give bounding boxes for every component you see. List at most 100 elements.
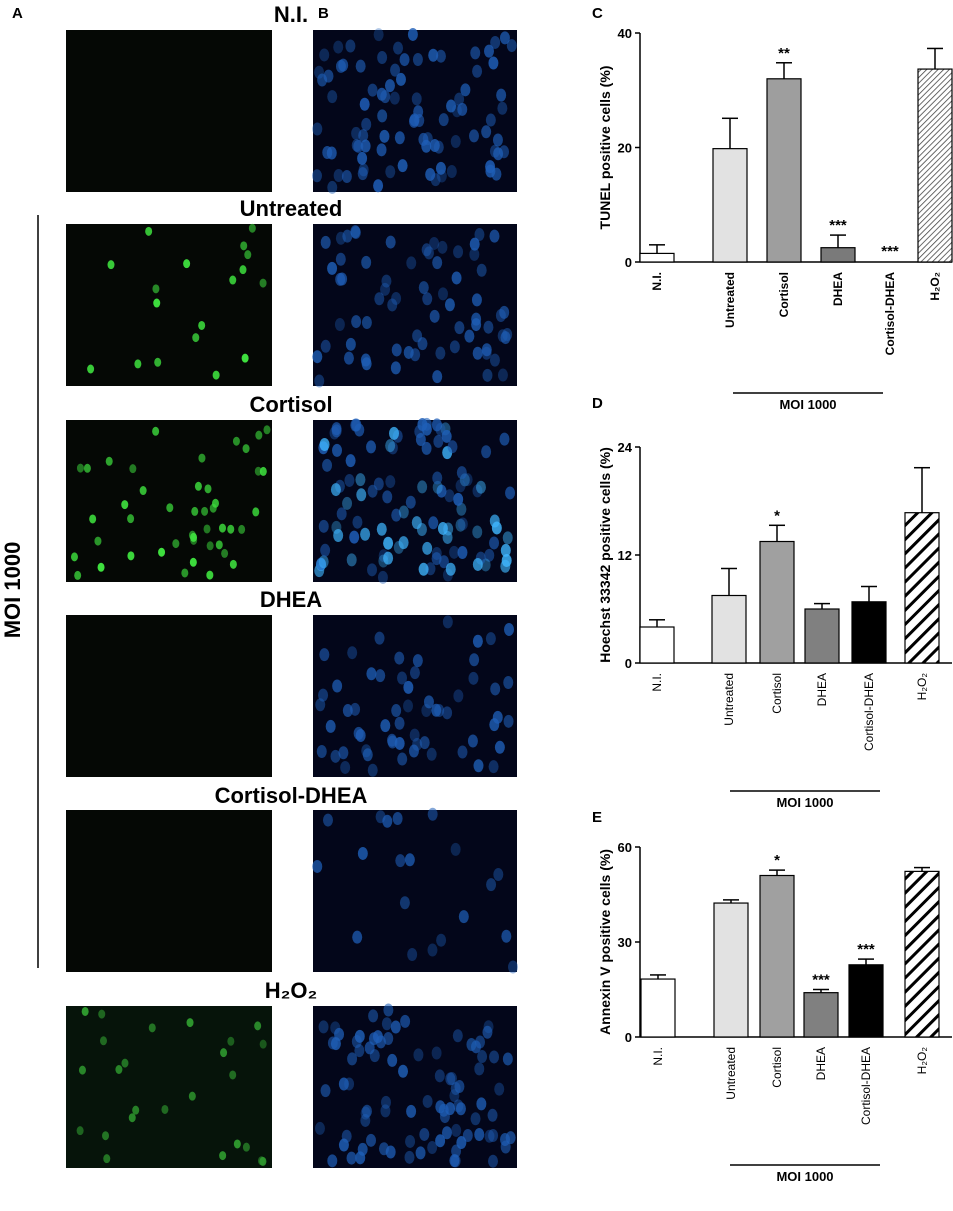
bar (639, 252, 675, 263)
significance: *** (881, 243, 899, 260)
nucleus (145, 226, 153, 236)
nucleus (341, 170, 352, 184)
nucleus (152, 426, 160, 436)
x-tick-label: Cortisol (770, 1047, 784, 1088)
micrograph-tunel (66, 224, 272, 386)
nucleus (489, 353, 500, 367)
nucleus (432, 256, 443, 270)
nucleus (488, 56, 499, 70)
nucleus (472, 346, 483, 360)
nucleus (387, 1053, 398, 1067)
nucleus (355, 473, 366, 487)
nucleus (366, 1133, 377, 1147)
nucleus (186, 1018, 194, 1028)
nucleus (407, 948, 418, 962)
nucleus (154, 357, 162, 367)
nucleus (314, 374, 325, 388)
nucleus (353, 139, 364, 153)
nucleus (158, 547, 166, 557)
nucleus (499, 432, 510, 446)
nucleus (457, 545, 468, 559)
nucleus (206, 541, 214, 551)
nucleus (497, 368, 508, 382)
nucleus (376, 143, 387, 157)
nucleus (468, 671, 479, 685)
nucleus (471, 293, 482, 307)
nucleus (416, 523, 427, 537)
nucleus (335, 252, 346, 266)
nucleus (485, 160, 496, 174)
nucleus (352, 515, 363, 529)
nucleus (373, 28, 384, 42)
x-tick-label: Untreated (723, 272, 737, 328)
nucleus (181, 568, 189, 578)
nucleus (504, 622, 515, 636)
nucleus (220, 1048, 228, 1058)
x-tick-label: Cortisol-DHEA (883, 272, 897, 356)
nucleus (472, 484, 483, 498)
y-tick-label: 0 (625, 656, 632, 671)
bar (804, 608, 840, 664)
nucleus (316, 744, 327, 758)
nucleus (483, 320, 494, 334)
nucleus (201, 506, 209, 516)
nucleus (255, 430, 263, 440)
nucleus (242, 1142, 250, 1152)
nucleus (489, 536, 500, 550)
nucleus (127, 514, 135, 524)
nucleus (441, 429, 452, 443)
nucleus (317, 73, 328, 87)
nucleus (405, 1134, 416, 1148)
y-tick-label: 40 (618, 26, 632, 41)
nucleus (437, 287, 448, 301)
row-label: Cortisol (249, 392, 332, 417)
nucleus (333, 40, 344, 54)
nucleus (446, 165, 457, 179)
nucleus (421, 417, 432, 431)
nucleus (501, 554, 512, 568)
nucleus (357, 846, 368, 860)
nucleus (192, 333, 200, 343)
nucleus (455, 518, 466, 532)
nucleus (469, 247, 480, 261)
nucleus (357, 151, 368, 165)
nucleus (406, 256, 417, 270)
nucleus (198, 320, 206, 330)
nucleus (494, 740, 505, 754)
nucleus (434, 704, 445, 718)
nucleus (446, 99, 457, 113)
nucleus (426, 747, 437, 761)
nucleus (468, 129, 479, 143)
y-tick-label: 0 (625, 255, 632, 270)
nucleus (397, 671, 408, 685)
nucleus (319, 438, 330, 452)
nucleus (473, 759, 484, 773)
nucleus (312, 169, 323, 183)
nucleus (355, 59, 366, 73)
nucleus (405, 495, 416, 509)
nucleus (377, 570, 388, 584)
row-label: H₂O₂ (265, 978, 318, 1003)
y-tick-label: 0 (625, 1030, 632, 1045)
nucleus (318, 1020, 329, 1034)
nucleus (487, 1108, 498, 1122)
nucleus (394, 131, 405, 145)
nucleus (497, 101, 508, 115)
nucleus (254, 1021, 262, 1031)
nucleus (456, 1136, 467, 1150)
y-axis-label: TUNEL positive cells (%) (597, 66, 613, 230)
nucleus (476, 263, 487, 277)
nucleus (481, 445, 492, 459)
nucleus (336, 507, 347, 521)
nucleus (489, 1050, 500, 1064)
nucleus (189, 557, 197, 567)
nucleus (435, 1134, 446, 1148)
nucleus (351, 138, 362, 152)
nucleus (419, 1127, 430, 1141)
nucleus (70, 552, 78, 562)
nucleus (333, 529, 344, 543)
nucleus (475, 480, 486, 494)
significance: *** (829, 217, 847, 234)
nucleus (453, 689, 464, 703)
nucleus (447, 440, 458, 454)
